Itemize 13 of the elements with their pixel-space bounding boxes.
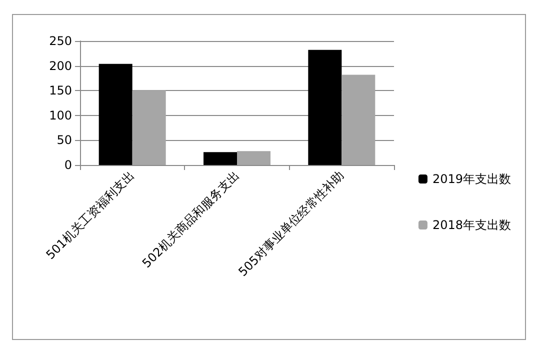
legend-label: 2018年支出数 xyxy=(432,218,512,232)
bar xyxy=(132,90,166,165)
y-tick-label: 150 xyxy=(49,84,72,98)
bar xyxy=(342,74,376,165)
bar xyxy=(204,152,237,165)
legend-label: 2019年支出数 xyxy=(432,172,512,186)
bar xyxy=(98,64,132,165)
bar xyxy=(308,50,342,165)
y-tick-label: 200 xyxy=(49,58,72,73)
y-tick-label: 250 xyxy=(49,34,72,48)
y-tick-label: 50 xyxy=(56,133,72,148)
bar xyxy=(237,151,270,165)
y-tick-label: 100 xyxy=(49,108,72,122)
